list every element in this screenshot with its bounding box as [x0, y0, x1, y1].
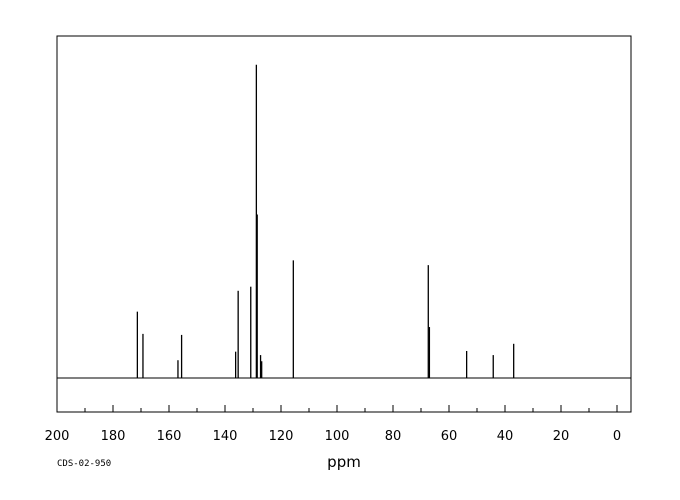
plot-frame: [56, 35, 632, 413]
x-axis-title: ppm: [327, 453, 361, 471]
x-tick-label: 40: [497, 429, 514, 444]
x-tick-label: 0: [613, 429, 621, 444]
x-axis-tick-labels: 200 180 160 140 120 100 80 60 40 20 0: [45, 429, 622, 444]
spectrum-code: CDS-02-950: [57, 459, 111, 469]
x-tick-label: 200: [45, 429, 70, 444]
x-tick-label: 120: [269, 429, 294, 444]
x-tick-label: 140: [213, 429, 238, 444]
x-tick-label: 60: [441, 429, 458, 444]
x-tick-label: 80: [385, 429, 402, 444]
x-tick-label: 20: [553, 429, 570, 444]
x-tick-label: 160: [157, 429, 182, 444]
x-tick-label: 100: [325, 429, 350, 444]
spectrum-peaks: [136, 64, 515, 378]
x-axis-ticks: [56, 405, 618, 412]
x-tick-label: 180: [101, 429, 126, 444]
